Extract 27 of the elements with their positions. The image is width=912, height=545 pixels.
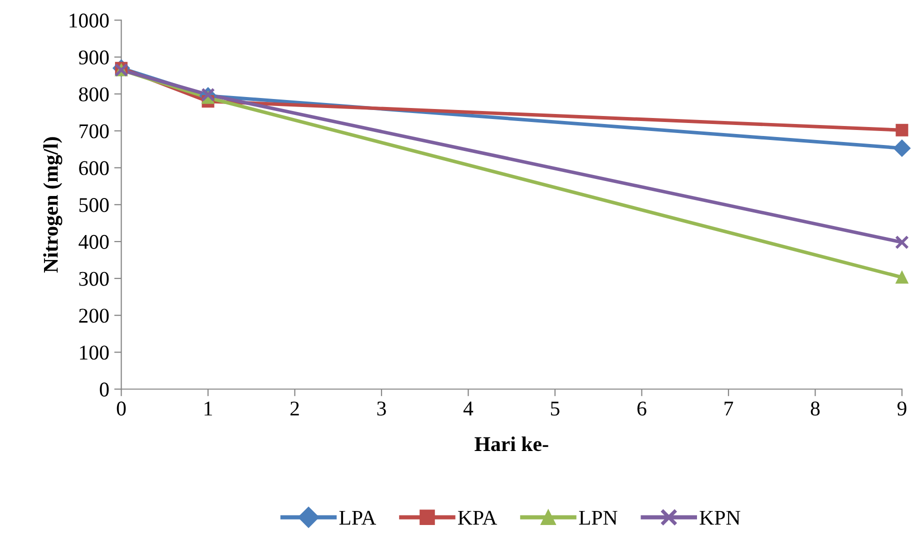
y-tick-label: 300 — [79, 272, 109, 286]
legend-label: LPN — [579, 510, 618, 525]
x-tick-label: 8 — [810, 402, 820, 416]
y-tick-label: 900 — [78, 50, 109, 64]
legend-label: LPA — [339, 510, 376, 525]
y-tick-label: 400 — [78, 234, 109, 249]
x-tick-label: 7 — [724, 402, 734, 416]
x-tick-label: 4 — [463, 402, 474, 416]
y-tick-label: 700 — [80, 124, 109, 138]
x-axis-title: Hari ke- — [474, 436, 548, 452]
legend-label: KPA — [458, 510, 498, 525]
y-tick-label: 200 — [79, 308, 109, 323]
y-tick-label: 100 — [80, 346, 109, 360]
x-tick-label: 9 — [897, 402, 906, 416]
x-tick-label: 1 — [204, 402, 212, 416]
y-tick-label: 1000 — [70, 14, 109, 28]
y-tick-label: 500 — [79, 198, 109, 212]
y-axis-title: Nitrogen (mg/l) — [43, 137, 62, 273]
x-tick-label: 3 — [377, 402, 386, 416]
y-tick-label: 800 — [79, 87, 109, 102]
x-tick-label: 2 — [290, 402, 299, 416]
y-tick-label: 0 — [100, 382, 109, 397]
x-tick-label: 0 — [116, 402, 126, 416]
x-tick-label: 6 — [637, 402, 646, 416]
legend-label: KPN — [700, 510, 740, 525]
x-tick-label: 5 — [551, 402, 560, 416]
y-tick-label: 600 — [79, 161, 109, 176]
